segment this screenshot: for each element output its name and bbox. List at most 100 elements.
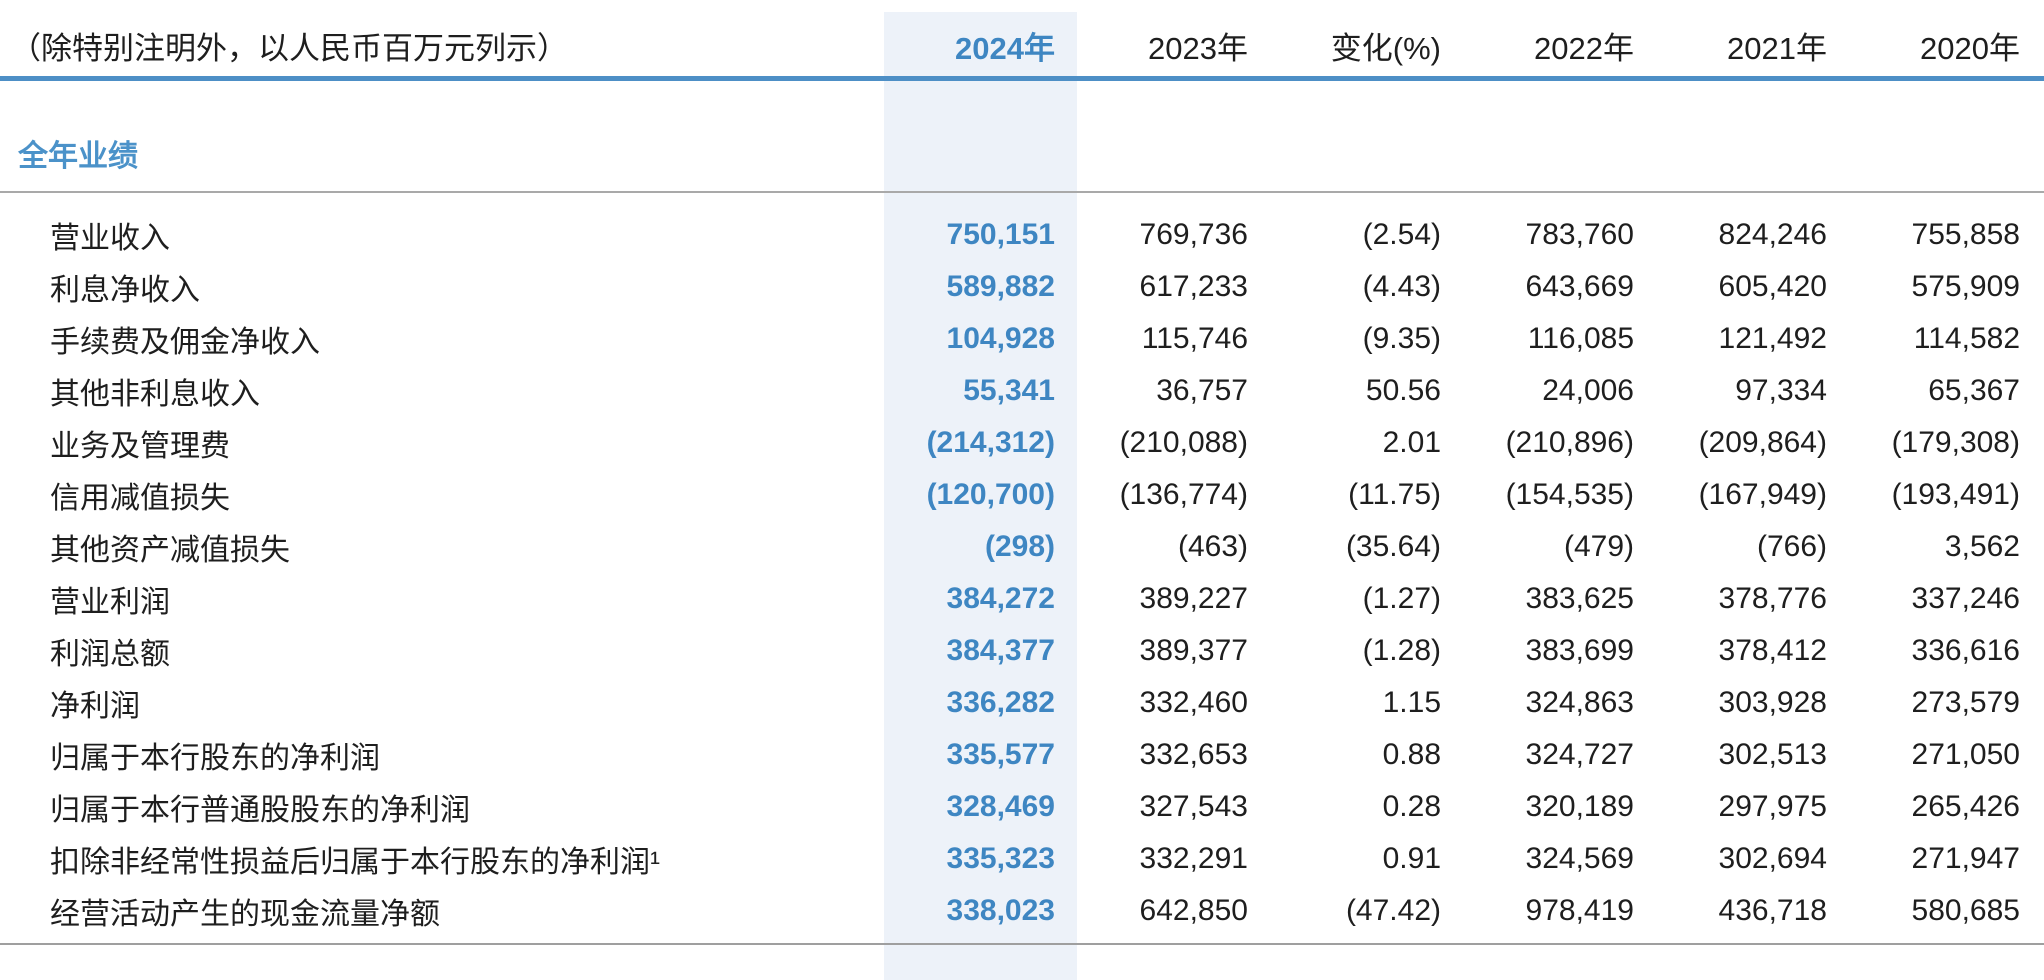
row-label: 利息净收入 <box>50 274 200 307</box>
row-label: 归属于本行股东的净利润 <box>50 742 380 775</box>
table-row: 业务及管理费 (214,312) (210,088) 2.01 (210,896) (20… <box>0 417 2044 469</box>
value-2020: 271,050 <box>1911 738 2020 771</box>
value-2024: 55,341 <box>963 374 1055 407</box>
table-row: 其他非利息收入 55,341 36,757 50.56 24,006 97,334 65,3… <box>0 365 2044 417</box>
value-2022: (479) <box>1563 530 1634 563</box>
value-2021: 378,412 <box>1718 634 1827 667</box>
value-2023: 115,746 <box>1141 322 1248 355</box>
row-label: 扣除非经常性损益后归属于本行股东的净利润¹ <box>50 846 660 879</box>
value-2023: 389,227 <box>1139 582 1248 615</box>
value-2023: 332,291 <box>1139 842 1248 875</box>
value-2020: 114,582 <box>1913 322 2020 355</box>
value-2020: 273,579 <box>1911 686 2020 719</box>
value-2021: 302,513 <box>1718 738 1827 771</box>
value-change-pct: (1.27) <box>1362 582 1441 615</box>
value-2022: (154,535) <box>1505 478 1634 511</box>
section-title: 全年业绩 <box>18 140 138 173</box>
value-2024: (298) <box>984 530 1055 563</box>
value-2023: (210,088) <box>1119 426 1248 459</box>
value-change-pct: 0.88 <box>1382 738 1441 771</box>
value-2024: 328,469 <box>946 790 1055 823</box>
value-2022: 24,006 <box>1542 374 1634 407</box>
row-label: 利润总额 <box>50 638 170 671</box>
table-row: 归属于本行普通股股东的净利润 328,469 327,543 0.28 320,189 2… <box>0 781 2044 833</box>
value-2022: 324,727 <box>1525 738 1634 771</box>
column-header-2021: 2021年 <box>1727 31 1827 66</box>
row-label: 其他非利息收入 <box>50 378 260 411</box>
value-2021: (209,864) <box>1698 426 1827 459</box>
value-2024: 384,272 <box>946 582 1055 615</box>
value-2023: 332,653 <box>1139 738 1248 771</box>
value-2020: 271,947 <box>1911 842 2020 875</box>
column-2024-highlight-band <box>884 12 1077 980</box>
value-2020: 580,685 <box>1911 894 2020 927</box>
value-2021: 605,420 <box>1718 270 1827 303</box>
row-label: 其他资产减值损失 <box>50 534 290 567</box>
table-row: 营业收入 750,151 769,736 (2.54) 783,760 824,246 75… <box>0 209 2044 261</box>
value-2023: (463) <box>1177 530 1248 563</box>
value-2021: 436,718 <box>1718 894 1827 927</box>
table-row: 净利润 336,282 332,460 1.15 324,863 303,928 273,5… <box>0 677 2044 729</box>
value-change-pct: (2.54) <box>1362 218 1441 251</box>
value-2021: 297,975 <box>1718 790 1827 823</box>
value-2021: 824,246 <box>1718 218 1827 251</box>
row-label: 净利润 <box>50 690 140 723</box>
value-2022: 783,760 <box>1525 218 1634 251</box>
value-2021: (167,949) <box>1698 478 1827 511</box>
value-change-pct: 2.01 <box>1382 426 1441 459</box>
value-2024: (120,700) <box>926 478 1055 511</box>
value-change-pct: (9.35) <box>1362 322 1441 355</box>
value-2024: 750,151 <box>946 218 1055 251</box>
column-header-change-pct: 变化(%) <box>1330 31 1441 66</box>
column-header-2023: 2023年 <box>1148 31 1248 66</box>
value-2021: 378,776 <box>1718 582 1827 615</box>
table-row: 手续费及佣金净收入 104,928 115,746 (9.35) 116,085 121,… <box>0 313 2044 365</box>
value-2023: 36,757 <box>1156 374 1248 407</box>
value-change-pct: 1.15 <box>1382 686 1441 719</box>
table-row: 利息净收入 589,882 617,233 (4.43) 643,669 605,420 5… <box>0 261 2044 313</box>
value-2020: 336,616 <box>1911 634 2020 667</box>
value-2023: 389,377 <box>1139 634 1248 667</box>
value-2023: 617,233 <box>1139 270 1248 303</box>
value-change-pct: (35.64) <box>1345 530 1441 563</box>
value-2020: 755,858 <box>1911 218 2020 251</box>
value-2021: (766) <box>1756 530 1827 563</box>
unit-note: （除特别注明外，以人民币百万元列示） <box>10 31 568 66</box>
value-2023: 327,543 <box>1139 790 1248 823</box>
value-2022: 978,419 <box>1525 894 1634 927</box>
value-change-pct: (4.43) <box>1362 270 1441 303</box>
value-2024: (214,312) <box>926 426 1055 459</box>
table-row: 利润总额 384,377 389,377 (1.28) 383,699 378,412 33… <box>0 625 2044 677</box>
value-2024: 336,282 <box>946 686 1055 719</box>
table-row: 信用减值损失 (120,700) (136,774) (11.75) (154,535)… <box>0 469 2044 521</box>
value-2023: 332,460 <box>1139 686 1248 719</box>
value-2020: 3,562 <box>1944 530 2020 563</box>
table-row: 扣除非经常性损益后归属于本行股东的净利润¹ 335,323 332,291 0.91 3… <box>0 833 2044 885</box>
column-header-2020: 2020年 <box>1920 31 2020 66</box>
table-row: 其他资产减值损失 (298) (463) (35.64) (479) (766) 3,562 <box>0 521 2044 573</box>
value-2022: (210,896) <box>1505 426 1634 459</box>
table-body: 营业收入 750,151 769,736 (2.54) 783,760 824,246 75… <box>0 193 2044 937</box>
value-2022: 324,863 <box>1525 686 1634 719</box>
value-change-pct: (11.75) <box>1348 478 1441 511</box>
value-2024: 335,323 <box>946 842 1055 875</box>
value-2024: 384,377 <box>946 634 1055 667</box>
value-2023: 769,736 <box>1139 218 1248 251</box>
value-2022: 116,085 <box>1527 322 1634 355</box>
value-2020: 575,909 <box>1911 270 2020 303</box>
table-header-row: （除特别注明外，以人民币百万元列示） 2024年 2023年 变化(%) 202… <box>0 0 2044 76</box>
value-2023: (136,774) <box>1119 478 1248 511</box>
value-change-pct: 0.91 <box>1382 842 1441 875</box>
value-2022: 383,625 <box>1525 582 1634 615</box>
row-label: 业务及管理费 <box>50 430 230 463</box>
value-2022: 320,189 <box>1525 790 1634 823</box>
row-label: 手续费及佣金净收入 <box>50 326 320 359</box>
value-2024: 335,577 <box>946 738 1055 771</box>
column-header-2022: 2022年 <box>1534 31 1634 66</box>
value-2022: 324,569 <box>1525 842 1634 875</box>
row-label: 营业利润 <box>50 586 170 619</box>
section-divider <box>0 191 2044 193</box>
value-2020: 337,246 <box>1911 582 2020 615</box>
column-header-2024: 2024年 <box>955 31 1055 66</box>
